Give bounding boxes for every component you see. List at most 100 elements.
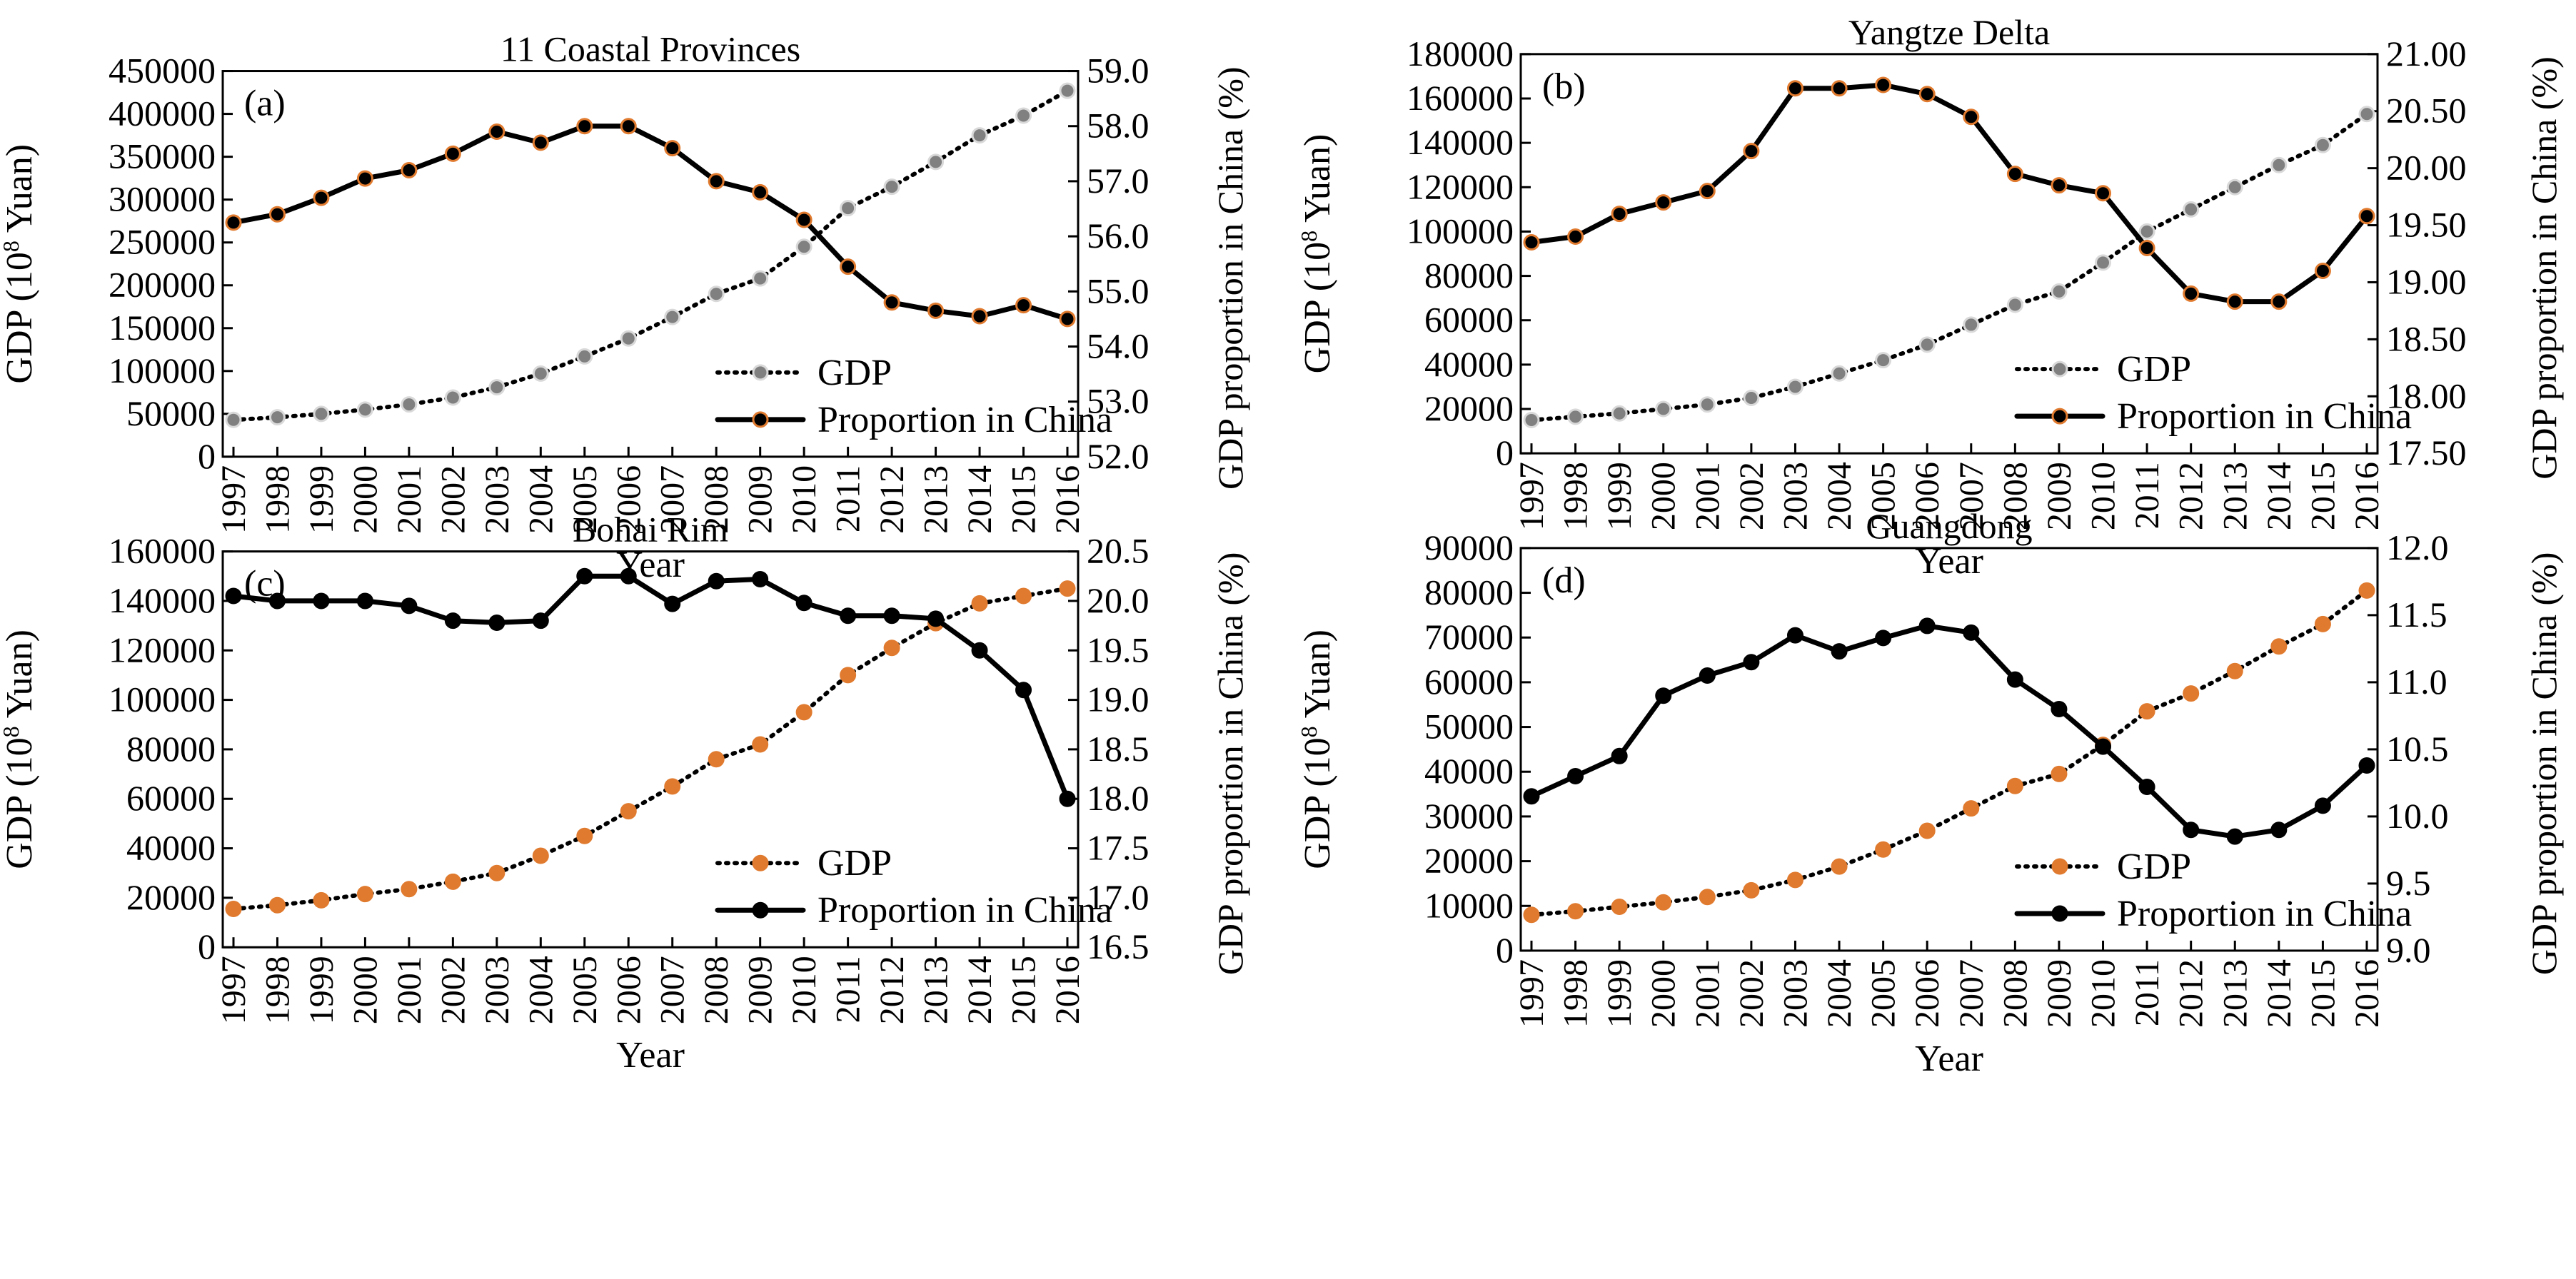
data-point [1655, 400, 1672, 418]
y-left-tick-label: 180000 [1407, 34, 1514, 74]
y-right-axis-label: GDP proportion in China (%) [2524, 552, 2564, 976]
data-point [2226, 662, 2243, 679]
x-tick-label: 2013 [917, 956, 955, 1024]
x-tick-label: 2015 [1005, 956, 1043, 1024]
x-tick-label: 1998 [258, 465, 296, 534]
data-point [1699, 183, 1716, 200]
legend-label: Proportion in China [817, 890, 1112, 931]
x-tick-label: 2013 [2216, 959, 2254, 1028]
y-right-tick-label: 59.0 [1087, 51, 1149, 91]
plot-frame [1519, 53, 2379, 455]
data-point [576, 567, 593, 585]
y-right-tick-label: 19.50 [2386, 205, 2467, 245]
data-point [927, 610, 945, 627]
data-point [1831, 365, 1848, 382]
data-point [1611, 206, 1628, 223]
data-point [2226, 178, 2243, 196]
data-point [795, 704, 812, 721]
data-point [401, 597, 418, 615]
x-tick-label: 2015 [1005, 465, 1043, 534]
data-point [488, 379, 505, 396]
data-point [2095, 738, 2112, 755]
data-point [2183, 201, 2200, 218]
x-tick-label: 2007 [654, 956, 692, 1024]
data-point [1059, 580, 1076, 597]
x-tick-label: 2006 [610, 956, 648, 1024]
y-left-tick-label: 0 [1496, 433, 1514, 472]
data-point [2358, 106, 2375, 123]
x-tick-label: 2014 [961, 465, 999, 534]
y-left-tick-label: 300000 [109, 179, 216, 219]
data-point [2314, 797, 2331, 814]
data-point [752, 183, 769, 201]
data-point [268, 896, 286, 914]
data-point [2051, 701, 2068, 718]
data-point [1015, 682, 1032, 699]
legend-marker [2051, 905, 2068, 922]
data-point [883, 294, 900, 311]
data-point [2270, 822, 2288, 839]
data-point [2314, 615, 2331, 632]
x-tick-label: 2009 [2041, 959, 2078, 1028]
data-point [1567, 408, 1584, 425]
y-left-tick-label: 100000 [109, 350, 216, 390]
y-left-tick-label: 120000 [1407, 166, 1514, 206]
x-tick-label: 2004 [522, 465, 560, 534]
data-point [1786, 871, 1803, 889]
y-left-tick-label: 60000 [1424, 662, 1514, 702]
data-point [488, 123, 505, 140]
data-point [2183, 685, 2200, 702]
x-tick-label: 2002 [434, 956, 472, 1024]
data-point [2226, 293, 2243, 310]
y-left-tick-label: 100000 [1407, 211, 1514, 251]
y-right-tick-label: 17.50 [2386, 433, 2467, 472]
data-point [356, 401, 373, 418]
x-tick-label: 2016 [1049, 465, 1087, 534]
data-point [971, 642, 988, 659]
y-left-tick-label: 400000 [109, 93, 216, 133]
data-point [2270, 638, 2288, 655]
x-tick-label: 2005 [566, 956, 604, 1024]
x-tick-label: 2000 [1645, 462, 1683, 530]
y-left-tick-label: 140000 [109, 580, 216, 620]
x-tick-label: 2005 [566, 465, 604, 534]
y-right-tick-label: 10.0 [2386, 796, 2449, 836]
x-tick-label: 2011 [830, 465, 867, 532]
data-point [1831, 80, 1848, 97]
data-point [532, 365, 549, 382]
plot-frame [1519, 547, 2379, 952]
y-right-tick-label: 17.0 [1087, 877, 1149, 917]
y-left-tick-label: 90000 [1424, 527, 1514, 567]
data-point [620, 118, 637, 135]
series-line-gdp [231, 586, 1070, 911]
panel-label: (d) [1542, 560, 1586, 601]
y-left-tick-label: 100000 [109, 679, 216, 719]
x-tick-label: 2008 [698, 465, 735, 534]
plot-frame [221, 550, 1080, 949]
y-right-tick-label: 19.0 [1087, 679, 1149, 719]
data-point [840, 667, 857, 684]
data-point [2183, 822, 2200, 839]
x-tick-label: 2006 [1908, 959, 1946, 1028]
data-point [1567, 768, 1584, 785]
x-tick-label: 2013 [917, 465, 955, 534]
data-point [620, 803, 637, 820]
x-tick-label: 2009 [2041, 462, 2078, 530]
x-tick-label: 2011 [2128, 959, 2166, 1026]
x-tick-label: 2000 [346, 956, 384, 1024]
chart-title: Bohai Rim [573, 510, 728, 550]
data-point [488, 614, 505, 631]
y-left-tick-label: 20000 [126, 877, 216, 917]
data-point [1059, 790, 1076, 807]
y-right-axis-label: GDP proportion in China (%) [2524, 56, 2564, 480]
data-point [1963, 316, 1980, 333]
data-point [1015, 297, 1032, 314]
data-point [2183, 285, 2200, 302]
y-right-tick-label: 16.5 [1087, 926, 1149, 966]
data-point [1611, 405, 1628, 422]
data-point [356, 592, 373, 610]
x-tick-label: 1998 [1557, 462, 1595, 530]
data-point [1655, 194, 1672, 211]
data-point [1963, 108, 1980, 126]
